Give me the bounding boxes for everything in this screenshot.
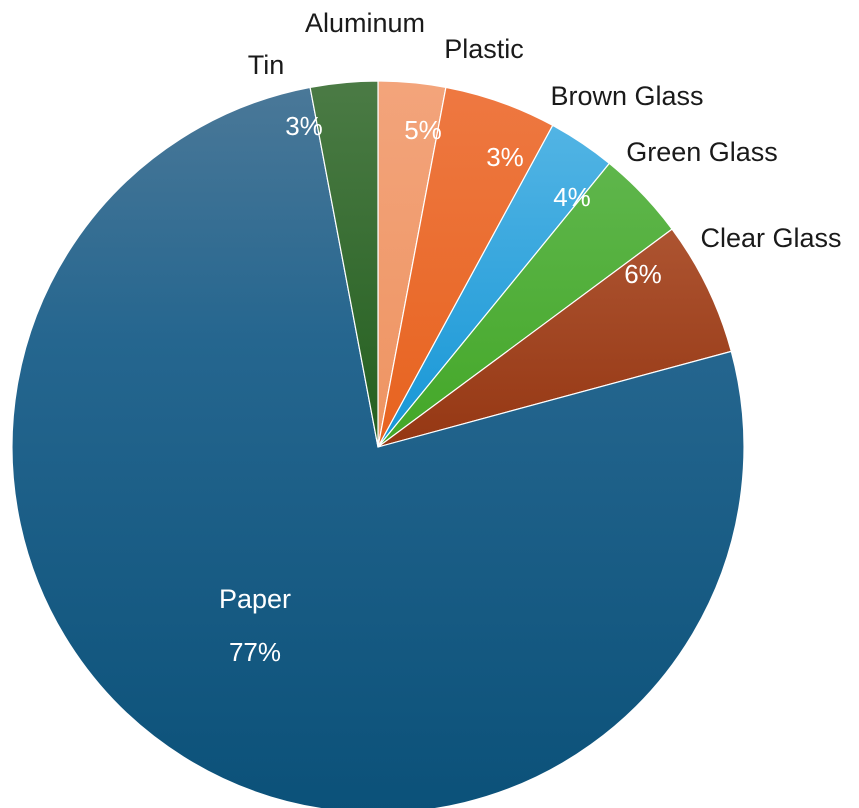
slice-label-brown-glass: Brown Glass [550, 81, 703, 111]
slice-label-green-glass: Green Glass [626, 137, 778, 167]
pie-labels: Aluminum Plastic 5% Brown Glass 3% Green Glas… [219, 8, 842, 667]
pie-slice-clear-glass [377, 228, 733, 448]
pie-slice-paper [11, 86, 745, 808]
slice-percent-clear-glass: 6% [624, 259, 662, 289]
pie-slice-tin [309, 80, 379, 448]
slice-percent-tin: 3% [285, 111, 323, 141]
slice-percent-brown-glass: 3% [486, 142, 524, 172]
slice-label-paper: Paper [219, 584, 291, 614]
slice-percent-plastic: 5% [404, 115, 442, 145]
slice-label-aluminum: Aluminum [305, 8, 425, 38]
slice-label-tin: Tin [248, 50, 285, 80]
slice-percent-paper: 77% [229, 637, 281, 667]
slice-percent-green-glass: 4% [553, 182, 591, 212]
pie-slices [11, 80, 745, 808]
slice-label-clear-glass: Clear Glass [700, 223, 841, 253]
slice-label-plastic: Plastic [444, 34, 524, 64]
